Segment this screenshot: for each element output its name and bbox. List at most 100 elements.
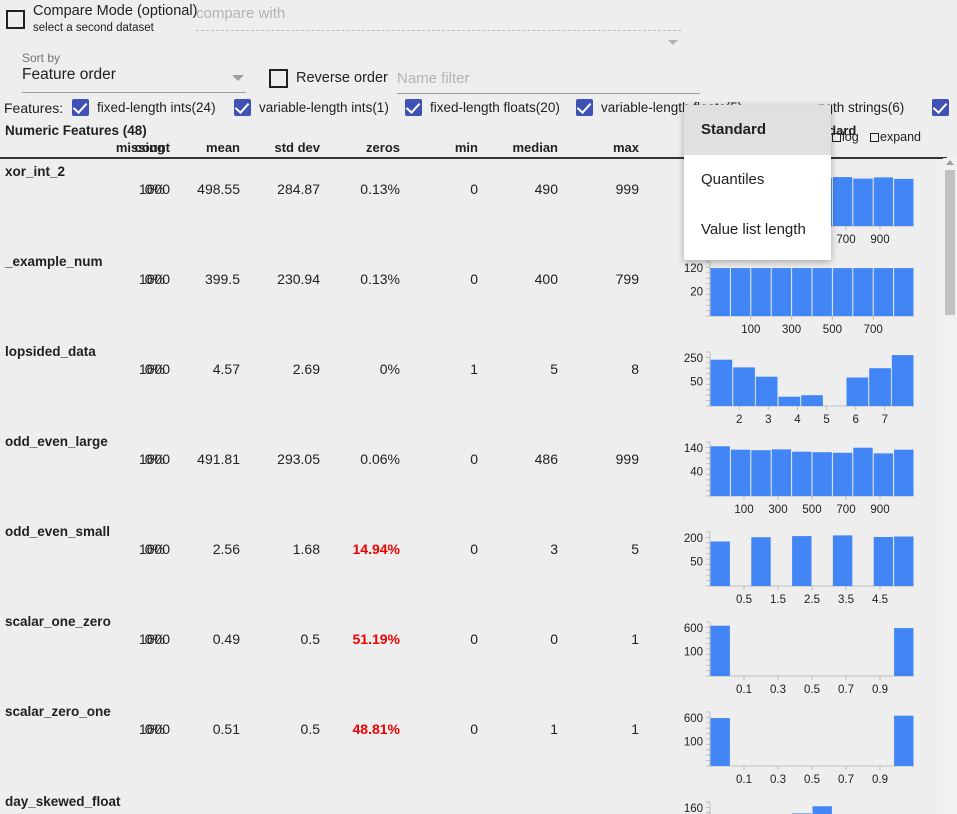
sort-by-label: Sort by [22, 51, 61, 65]
table-row[interactable]: odd_even_large 1600 0% 491.81 293.05 0.0… [0, 434, 947, 524]
table-row[interactable]: day_skewed_float 160 [0, 794, 947, 814]
compare-mode-title: Compare Mode (optional) [33, 3, 198, 19]
feature-type-checkbox-variable-length-ints[interactable] [234, 99, 251, 116]
column-header-mean[interactable]: mean [206, 140, 240, 155]
compare-with-input[interactable]: compare with [196, 5, 286, 22]
column-header-min[interactable]: min [454, 140, 478, 155]
feature-type-checkbox-fixed-length-ints[interactable] [72, 99, 89, 116]
feature-name: xor_int_2 [5, 164, 66, 179]
svg-text:300: 300 [768, 504, 787, 516]
column-header-stddev[interactable]: std dev [274, 140, 320, 155]
cell-stddev: 0.5 [300, 631, 320, 647]
log-scale-toggle[interactable]: log [832, 130, 859, 144]
cell-max: 999 [615, 451, 639, 467]
cell-stddev: 293.05 [277, 451, 320, 467]
cell-missing: 0% [144, 361, 165, 377]
cell-count: 1600 [138, 541, 170, 557]
column-header-zeros[interactable]: zeros [366, 140, 400, 155]
histogram-chart[interactable]: 0.5 1.5 2.5 3.5 4.5 200 50 [672, 526, 922, 610]
chart-type-dropdown-menu[interactable]: Standard Quantiles Value list length [684, 105, 831, 260]
svg-text:0.5: 0.5 [736, 594, 752, 606]
feature-type-checkbox-variable-length-floats[interactable] [576, 99, 593, 116]
reverse-order-checkbox[interactable] [269, 69, 288, 88]
cell-mean: 491.81 [197, 451, 240, 467]
svg-text:700: 700 [864, 324, 883, 336]
chevron-down-icon[interactable] [668, 40, 678, 45]
svg-text:2: 2 [736, 414, 742, 426]
svg-text:1.5: 1.5 [770, 594, 786, 606]
cell-median: 1 [550, 721, 558, 737]
cell-median: 3 [550, 541, 558, 557]
cell-max: 8 [631, 361, 639, 377]
scroll-up-arrow-icon[interactable] [946, 160, 954, 165]
table-row[interactable]: scalar_one_zero 1600 0% 0.49 0.5 51.19% … [0, 614, 947, 704]
column-header-max[interactable]: max [612, 140, 639, 155]
cell-missing: 0% [144, 271, 165, 287]
sort-by-select[interactable]: Feature order [22, 66, 116, 83]
cell-mean: 2.56 [212, 541, 240, 557]
svg-text:900: 900 [870, 234, 889, 246]
table-row[interactable]: lopsided_data 1600 0% 4.57 2.69 0% 1 5 8… [0, 344, 947, 434]
expand-toggle[interactable]: expand [870, 130, 921, 144]
cell-count: 1600 [138, 451, 170, 467]
cell-max: 999 [615, 181, 639, 197]
histogram-chart[interactable]: 100 300 500 700 120 20 [672, 256, 922, 340]
feature-name: lopsided_data [5, 344, 96, 359]
features-table-body[interactable]: xor_int_2 1600 0% 498.55 284.87 0.13% 0 … [0, 158, 947, 814]
svg-text:600: 600 [684, 713, 703, 725]
svg-text:50: 50 [690, 557, 703, 569]
vertical-scrollbar[interactable] [943, 158, 957, 814]
compare-mode-checkbox[interactable] [6, 10, 25, 29]
svg-text:4.5: 4.5 [872, 594, 888, 606]
column-header-count[interactable]: count [134, 140, 170, 155]
cell-max: 799 [615, 271, 639, 287]
svg-text:200: 200 [684, 533, 703, 545]
cell-mean: 0.49 [212, 631, 240, 647]
histogram-chart[interactable]: 0.1 0.3 0.5 0.7 0.9 600 100 [672, 616, 922, 700]
name-filter-input[interactable]: Name filter [397, 70, 470, 87]
menu-item-quantiles[interactable]: Quantiles [701, 171, 765, 188]
cell-max: 5 [631, 541, 639, 557]
histogram-chart[interactable]: 160 [672, 796, 922, 814]
cell-zeros: 0.13% [360, 181, 400, 197]
cell-median: 5 [550, 361, 558, 377]
menu-item-standard[interactable]: Standard [684, 105, 831, 155]
column-header-missing[interactable]: missing [115, 140, 165, 155]
histogram-chart[interactable]: 100 300 500 700 900 140 40 [672, 436, 922, 520]
table-row[interactable]: scalar_zero_one 1600 0% 0.51 0.5 48.81% … [0, 704, 947, 794]
svg-text:50: 50 [690, 377, 703, 389]
cell-missing: 0% [144, 631, 165, 647]
column-header-median[interactable]: median [512, 140, 558, 155]
feature-name: scalar_one_zero [5, 614, 111, 629]
cell-count: 1600 [138, 631, 170, 647]
svg-text:140: 140 [684, 443, 703, 455]
feature-type-checkbox-fixed-length-floats[interactable] [405, 99, 422, 116]
feature-name: odd_even_large [5, 434, 108, 449]
svg-text:5: 5 [823, 414, 829, 426]
cell-missing: 0% [144, 721, 165, 737]
cell-mean: 498.55 [197, 181, 240, 197]
menu-item-value-list-length[interactable]: Value list length [701, 221, 806, 238]
feature-type-checkbox-last[interactable] [932, 99, 949, 116]
svg-text:120: 120 [684, 263, 703, 275]
cell-missing: 0% [144, 451, 165, 467]
scrollbar-thumb[interactable] [945, 170, 955, 315]
table-row[interactable]: _example_num 1600 0% 399.5 230.94 0.13% … [0, 254, 947, 344]
cell-max: 1 [631, 721, 639, 737]
cell-min: 0 [470, 631, 478, 647]
histogram-chart[interactable]: 0.1 0.3 0.5 0.7 0.9 600 100 [672, 706, 922, 790]
cell-zeros: 0% [379, 361, 400, 377]
feature-type-label-fixed-length-ints: fixed-length ints(24) [97, 100, 216, 115]
features-filter-row: Features: fixed-length ints(24) variable… [0, 99, 957, 121]
cell-min: 0 [470, 541, 478, 557]
cell-stddev: 0.5 [300, 721, 320, 737]
svg-text:500: 500 [823, 324, 842, 336]
cell-median: 400 [534, 271, 558, 287]
chevron-down-icon[interactable] [232, 75, 244, 81]
cell-max: 1 [631, 631, 639, 647]
svg-text:300: 300 [782, 324, 801, 336]
table-row[interactable]: odd_even_small 1600 0% 2.56 1.68 14.94% … [0, 524, 947, 614]
svg-text:900: 900 [870, 504, 889, 516]
histogram-chart[interactable]: 2 3 4 5 6 7 250 50 [672, 346, 922, 430]
